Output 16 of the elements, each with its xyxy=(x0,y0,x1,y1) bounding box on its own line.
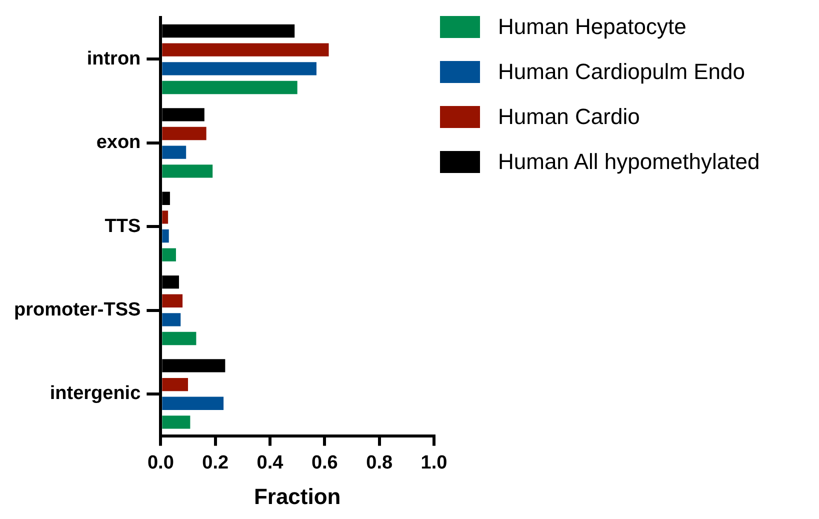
x-axis-title: Fraction xyxy=(254,484,341,509)
legend-label: Human Hepatocyte xyxy=(498,14,686,40)
y-tick-label: exon xyxy=(96,132,141,154)
x-tick-label: 0.4 xyxy=(256,452,284,474)
x-tick-label: 0.2 xyxy=(202,452,229,474)
legend-label: Human Cardio xyxy=(498,104,640,130)
x-tick-label: 1.0 xyxy=(420,452,448,474)
legend-label: Human Cardiopulm Endo xyxy=(498,58,746,84)
x-tick-label: 0.8 xyxy=(366,452,393,474)
legend-label: Human All hypomethylated xyxy=(498,148,760,174)
y-tick-label: TTS xyxy=(104,216,141,237)
y-tick-label: intron xyxy=(86,48,141,70)
x-tick-label: 0.6 xyxy=(311,452,338,474)
y-tick-label: promoter-TSS xyxy=(14,300,141,321)
x-tick-label: 0.0 xyxy=(147,452,174,474)
y-tick-label: intergenic xyxy=(50,383,142,404)
